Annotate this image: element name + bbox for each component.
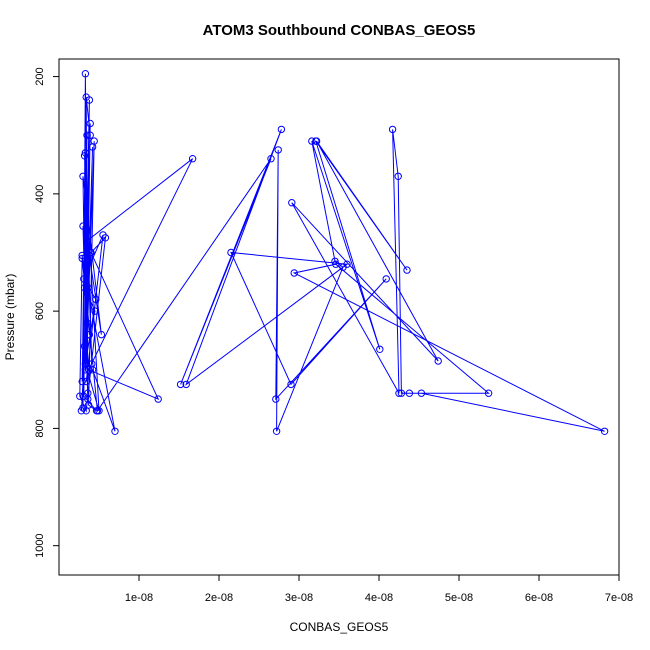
series-layer	[76, 70, 609, 435]
data-point	[331, 257, 339, 265]
data-point	[388, 125, 397, 134]
data-point	[91, 307, 99, 315]
data-point	[290, 269, 298, 277]
data-point	[154, 395, 162, 403]
data-point	[90, 137, 98, 145]
data-point	[101, 234, 110, 242]
data-point	[484, 389, 493, 397]
data-point	[78, 377, 86, 386]
data-point	[97, 330, 106, 339]
data-point	[397, 389, 406, 397]
y-tick-label: 800	[34, 419, 46, 437]
data-point	[82, 377, 90, 386]
data-point	[80, 284, 89, 292]
x-tick-label: 2e-08	[205, 592, 233, 604]
data-point	[86, 131, 94, 139]
data-point	[81, 149, 90, 157]
data-point	[395, 389, 403, 397]
data-point	[83, 319, 91, 327]
x-tick-label: 3e-08	[285, 592, 313, 604]
data-point	[84, 366, 93, 374]
x-axis: 1e-08 2e-08 3e-08 4e-08 5e-08 6e-08 7e-08	[125, 574, 633, 604]
data-point	[80, 275, 88, 283]
data-point	[83, 131, 91, 139]
data-point	[83, 237, 91, 245]
data-point	[403, 266, 411, 274]
y-tick-label: 600	[34, 302, 46, 320]
data-point	[78, 251, 86, 260]
y-tick-label: 200	[34, 67, 46, 85]
data-point	[176, 380, 185, 389]
data-point	[394, 172, 402, 181]
data-point	[188, 155, 197, 163]
data-point	[382, 275, 390, 283]
data-point	[312, 137, 321, 145]
data-point	[93, 407, 102, 415]
data-point	[182, 380, 190, 389]
data-point	[332, 260, 340, 268]
data-point	[405, 389, 414, 397]
data-point	[78, 254, 86, 263]
x-tick-label: 1e-08	[125, 592, 153, 604]
x-tick-label: 5e-08	[445, 592, 473, 604]
y-axis: 200 400 600 800 1000	[34, 67, 60, 558]
y-axis-label: Pressure (mbar)	[3, 274, 17, 361]
y-tick-label: 400	[34, 185, 46, 203]
data-point	[86, 119, 94, 128]
data-point	[85, 330, 94, 339]
data-point	[111, 427, 119, 435]
data-point	[79, 222, 87, 230]
data-point	[272, 395, 280, 403]
x-tick-label: 4e-08	[365, 592, 393, 604]
data-point	[434, 357, 442, 365]
data-point	[88, 366, 97, 374]
data-point	[87, 248, 95, 257]
data-point	[227, 248, 235, 257]
data-point	[288, 199, 296, 207]
data-point	[92, 295, 100, 304]
data-point	[267, 155, 275, 163]
data-point	[600, 427, 609, 435]
data-point	[84, 284, 92, 292]
data-point	[308, 137, 316, 145]
chart-title: ATOM3 Southbound CONBAS_GEOS5	[203, 22, 476, 39]
y-tick-label: 1000	[34, 533, 46, 557]
data-point	[339, 263, 347, 271]
data-point	[84, 395, 92, 403]
data-point	[81, 360, 90, 368]
x-axis-label: CONBAS_GEOS5	[290, 620, 389, 634]
data-point	[272, 427, 281, 435]
data-point	[77, 407, 86, 415]
data-point	[80, 152, 89, 160]
data-point	[82, 407, 90, 415]
data-point	[287, 380, 295, 389]
data-point	[85, 96, 94, 104]
data-point	[376, 345, 384, 353]
data-point	[81, 70, 90, 78]
data-point	[277, 125, 286, 134]
data-point	[417, 389, 426, 397]
data-point	[79, 172, 87, 181]
x-tick-label: 7e-08	[605, 592, 633, 604]
data-point	[76, 392, 84, 400]
data-point	[274, 146, 282, 154]
x-tick-label: 6e-08	[525, 592, 553, 604]
series	[76, 70, 609, 435]
